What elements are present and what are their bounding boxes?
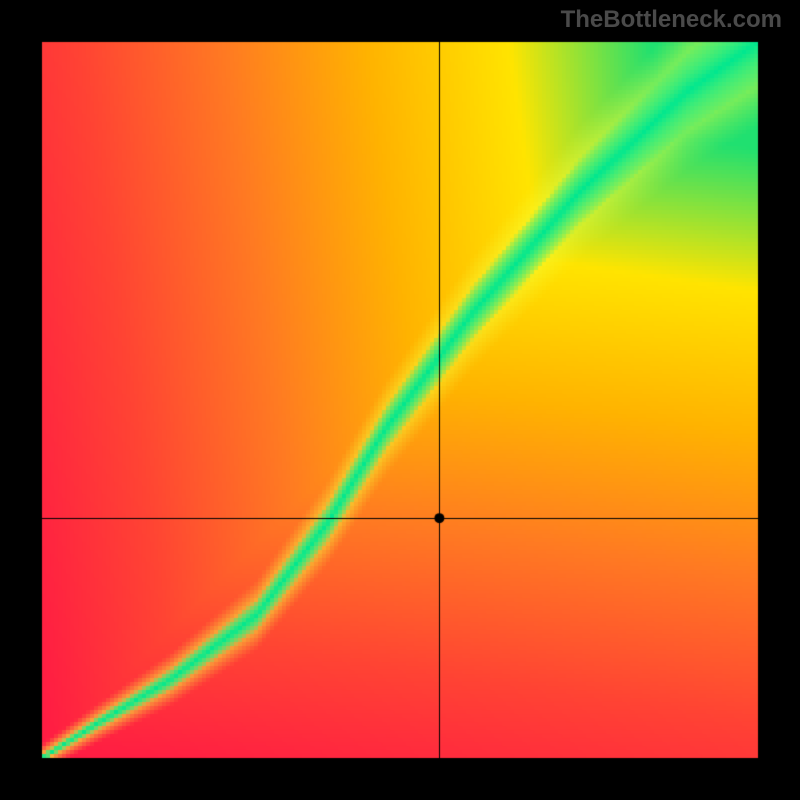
bottleneck-heatmap — [0, 0, 800, 800]
watermark-text: TheBottleneck.com — [561, 6, 782, 34]
